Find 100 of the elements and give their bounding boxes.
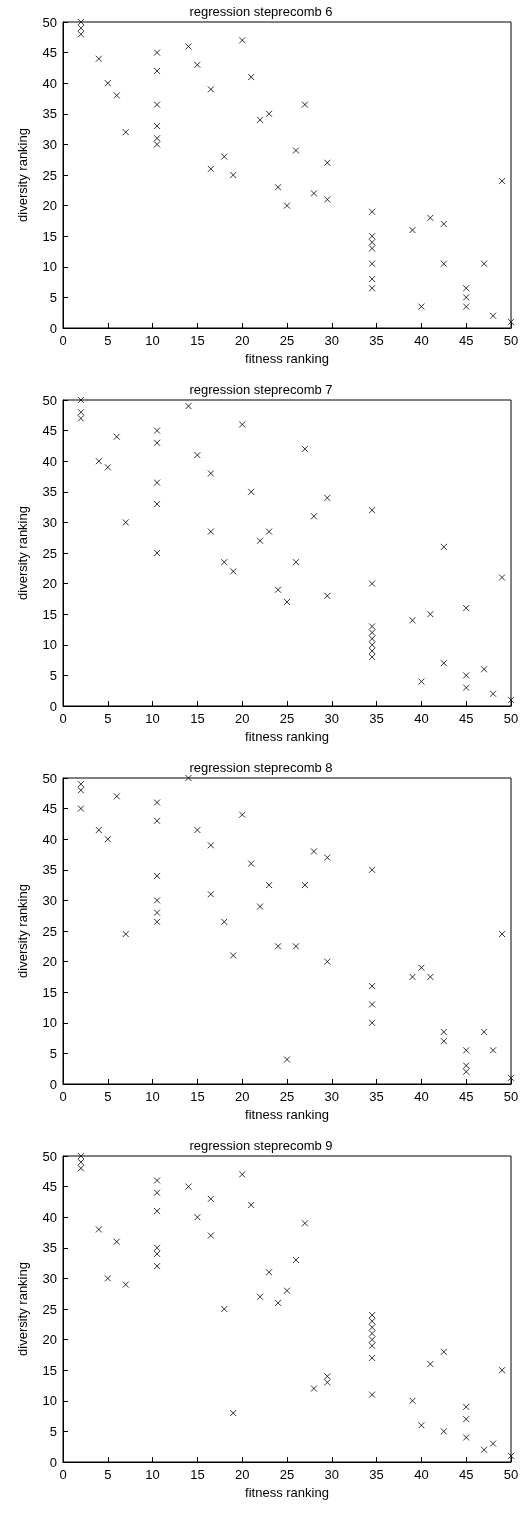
- point: [368, 1391, 376, 1399]
- point: [462, 1415, 470, 1423]
- point: [153, 549, 161, 557]
- point: [153, 439, 161, 447]
- y-tick-label: 15: [42, 1362, 57, 1378]
- point: [417, 678, 425, 686]
- x-tick-label: 10: [145, 1467, 160, 1482]
- x-tick-label: 45: [458, 1089, 474, 1104]
- x-tick-label: 10: [145, 1089, 160, 1104]
- y-tick-label: 40: [42, 831, 57, 847]
- point: [489, 1440, 497, 1448]
- x-tick-label: 35: [369, 711, 384, 726]
- point: [498, 930, 506, 938]
- point: [265, 1268, 273, 1276]
- point: [323, 592, 331, 600]
- point: [184, 1183, 192, 1191]
- point: [113, 792, 121, 800]
- point: [462, 684, 470, 692]
- x-tick-label: 5: [104, 1089, 112, 1104]
- point: [310, 1385, 318, 1393]
- point: [220, 918, 228, 926]
- point: [417, 303, 425, 311]
- x-tick-label: 50: [503, 711, 519, 726]
- point: [274, 1299, 282, 1307]
- point: [480, 260, 488, 268]
- y-axis-title: diversity ranking: [15, 128, 30, 222]
- point: [440, 543, 448, 551]
- point: [292, 942, 300, 950]
- x-tick-label: 45: [458, 1467, 474, 1482]
- y-tick-label: 50: [42, 14, 57, 30]
- point: [292, 558, 300, 566]
- point: [498, 177, 506, 185]
- point: [153, 1176, 161, 1184]
- x-tick-label: 30: [324, 711, 340, 726]
- y-tick-label: 0: [49, 1076, 57, 1092]
- point: [95, 55, 103, 63]
- point: [368, 1000, 376, 1008]
- point: [238, 420, 246, 428]
- point: [122, 128, 130, 136]
- y-tick-label: 0: [49, 320, 57, 336]
- x-tick-label: 50: [503, 333, 519, 348]
- point: [247, 73, 255, 81]
- point: [153, 918, 161, 926]
- point: [426, 973, 434, 981]
- x-axis-title: fitness ranking: [245, 1485, 329, 1500]
- point: [220, 1305, 228, 1313]
- point: [498, 573, 506, 581]
- x-tick-label: 25: [279, 1467, 295, 1482]
- y-tick-label: 30: [42, 1270, 57, 1286]
- point: [153, 1207, 161, 1215]
- point: [283, 1287, 291, 1295]
- point: [323, 159, 331, 167]
- point: [153, 101, 161, 109]
- x-tick-label: 40: [414, 1089, 429, 1104]
- x-axis-title: fitness ranking: [245, 729, 329, 744]
- y-tick-label: 25: [42, 923, 57, 939]
- point: [95, 826, 103, 834]
- y-tick-label: 10: [42, 637, 57, 653]
- point: [274, 942, 282, 950]
- point: [77, 805, 85, 813]
- y-tick-label: 20: [42, 198, 57, 214]
- point: [153, 427, 161, 435]
- point: [207, 841, 215, 849]
- point: [95, 1225, 103, 1233]
- point: [301, 445, 309, 453]
- point: [440, 1028, 448, 1036]
- point: [368, 275, 376, 283]
- x-tick-label: 45: [458, 711, 474, 726]
- chart-title: regression steprecomb 7: [189, 382, 333, 397]
- y-tick-label: 45: [42, 1179, 57, 1195]
- point: [256, 116, 264, 124]
- x-tick-label: 50: [503, 1089, 519, 1104]
- y-axis-title: diversity ranking: [15, 506, 30, 600]
- x-tick-label: 40: [414, 333, 429, 348]
- x-tick-label: 0: [59, 1467, 67, 1482]
- y-tick-label: 40: [42, 1209, 57, 1225]
- point: [283, 1056, 291, 1064]
- y-axis-title: diversity ranking: [15, 884, 30, 978]
- point: [220, 558, 228, 566]
- point: [193, 61, 201, 69]
- point: [323, 195, 331, 203]
- x-tick-label: 10: [145, 333, 160, 348]
- point: [462, 671, 470, 679]
- point: [292, 147, 300, 155]
- point: [368, 580, 376, 588]
- x-tick-label: 25: [279, 1089, 295, 1104]
- point: [229, 567, 237, 575]
- y-tick-label: 5: [49, 1423, 57, 1439]
- chart-title: regression steprecomb 6: [189, 4, 333, 19]
- point: [153, 1262, 161, 1270]
- y-tick-label: 35: [42, 862, 57, 878]
- point: [247, 488, 255, 496]
- y-tick-label: 5: [49, 1045, 57, 1061]
- x-tick-label: 5: [104, 711, 112, 726]
- point: [480, 1446, 488, 1454]
- point: [153, 798, 161, 806]
- point: [462, 604, 470, 612]
- point: [122, 930, 130, 938]
- point: [104, 463, 112, 471]
- y-tick-label: 30: [42, 136, 57, 152]
